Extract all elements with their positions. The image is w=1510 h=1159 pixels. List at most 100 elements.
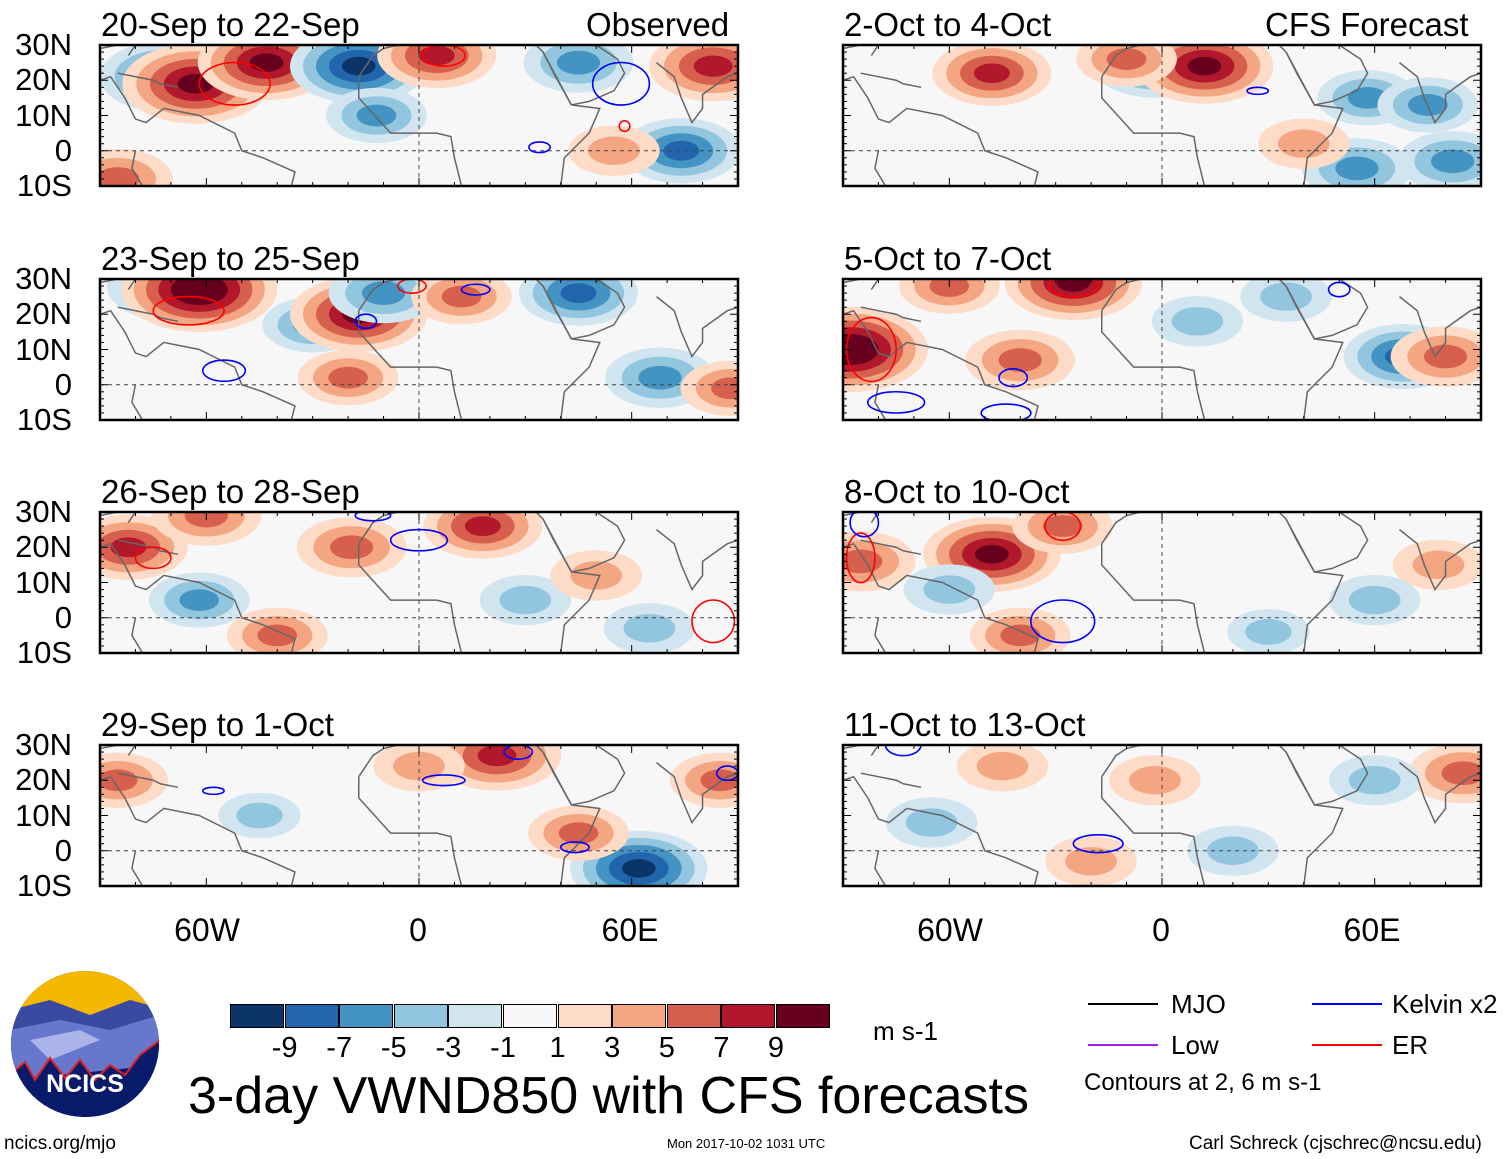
coastline [843,75,1039,186]
panel-title: 26-Sep to 28-Sep [101,473,360,510]
coastline [843,309,1039,420]
anomaly-blob [148,572,250,628]
colorbar-swatch [612,1004,667,1028]
anomaly-blob [1227,609,1310,653]
coastline [860,72,922,89]
coastline [1399,762,1481,825]
anomaly-blob [932,45,1052,106]
kelvin-contour [867,390,926,414]
colorbar-label: 9 [767,1032,785,1064]
anomaly-blob [1392,539,1481,591]
coastline [860,306,922,323]
timestamp: Mon 2017-10-02 1031 UTC [667,1136,826,1151]
coastline [127,279,137,290]
anomaly-blob [903,564,996,615]
anomaly-blob [1151,296,1244,347]
colorbar-label: 1 [549,1032,566,1064]
er-contour [845,532,876,584]
x-tick-60w-right: 60W [917,912,983,948]
map-panel [98,43,740,188]
kelvin-contour [591,61,651,106]
y-tick-label: 0 [54,599,72,635]
er-contour [691,599,736,644]
y-tick-label: 10N [15,97,72,133]
website-link[interactable]: ncics.org/mjo [4,1133,116,1154]
y-tick-label: 30N [15,261,72,296]
anomaly-blob [649,45,738,102]
y-tick-label: 30N [15,727,72,762]
map-panel [98,277,740,422]
coastline [357,310,463,420]
map-panel [98,510,740,655]
coastline [1285,518,1316,573]
y-tick-label: 10S [16,635,72,670]
coastline [358,279,398,312]
kelvin-contour [980,403,1032,420]
anomaly-blob [1328,574,1421,626]
logo-text: NCICS [46,1070,124,1098]
anomaly-blob [603,603,696,653]
er-contour [1047,279,1099,298]
coastline [656,62,738,125]
legend-low: Low [1171,1030,1219,1060]
anomaly-blob [523,45,634,93]
er-contour [618,119,631,133]
anomaly-blob [479,574,572,626]
coastline [656,529,738,592]
anomaly-blob [1109,755,1201,806]
colorbar-swatch [557,1004,612,1028]
anomaly-blob [1397,131,1481,186]
contour-note: Contours at 2, 6 m s-1 [1084,1069,1322,1096]
colorbar-label: 5 [658,1032,675,1064]
kelvin-contour [528,141,551,154]
coastline [1101,45,1141,78]
coastline [1100,776,1206,886]
y-tick-label: 20N [15,296,72,332]
panel-title: 23-Sep to 25-Sep [101,240,360,277]
coastline [870,45,880,56]
er-contour [198,61,271,106]
panel-title: 8-Oct to 10-Oct [844,473,1070,510]
anomaly-blob [843,306,929,393]
coastline [656,296,738,359]
anomaly-blob [218,792,301,839]
coastline [542,51,573,106]
coastline [843,542,1039,653]
y-tick-label: 20N [15,529,72,565]
kelvin-contour [421,774,466,787]
coastline [1101,745,1141,778]
observed-label: Observed [586,6,730,43]
y-tick-label: 10N [15,797,72,833]
coastline [1314,512,1369,573]
coastline [1100,76,1206,186]
coastline [1285,751,1316,806]
anomaly-blob [843,531,916,592]
legend-kelvin: Kelvin x2 [1392,989,1498,1019]
panel-title: 5-Oct to 7-Oct [844,240,1052,277]
coastline [1399,62,1481,125]
coastline [860,539,922,556]
colorbar-swatch [503,1004,557,1028]
y-tick-label: 10N [15,564,72,600]
kelvin-contour [559,841,590,854]
panel-title: 20-Sep to 22-Sep [101,6,360,43]
anomaly-blob [1187,825,1279,876]
anomaly-blob [969,607,1071,653]
coastline [542,285,573,340]
legend-er-line [1312,1044,1382,1046]
coastline [131,850,144,886]
coastline [100,542,296,653]
anomaly-blob [965,329,1076,391]
colorbar-swatch [339,1004,394,1028]
colorbar-swatch [666,1004,721,1028]
coastline [874,617,887,653]
colorbar-label: -7 [326,1032,353,1064]
y-tick-label: 10N [15,331,72,367]
anomaly-blob [411,279,512,325]
anomaly-blob [326,87,427,144]
coastline [131,617,144,653]
coastline [571,45,626,106]
colorbar-swatch [721,1004,776,1028]
coastline [860,772,922,789]
anomaly-blob [956,745,1049,792]
